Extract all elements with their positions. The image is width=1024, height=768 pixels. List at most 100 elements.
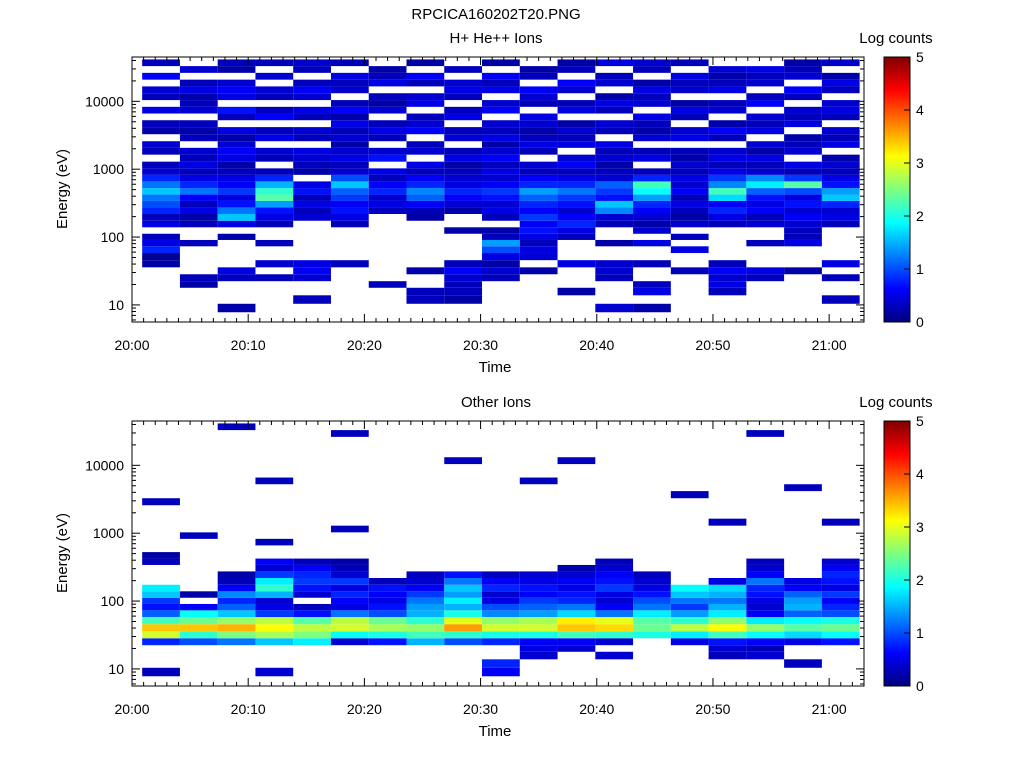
heatmap-cell <box>633 597 671 604</box>
heatmap-cell <box>444 603 483 611</box>
heatmap-cell <box>708 617 747 625</box>
heatmap-cell <box>746 603 785 611</box>
heatmap-cell <box>406 617 445 625</box>
heatmap-cell <box>217 161 256 169</box>
heatmap-cell <box>633 591 671 598</box>
heatmap-cell <box>293 154 331 162</box>
heatmap-cell <box>821 558 860 565</box>
heatmap-cell <box>330 59 369 67</box>
heatmap-cell <box>633 281 671 288</box>
heatmap-cell <box>633 66 671 73</box>
heatmap-cell <box>368 188 407 195</box>
heatmap-cell <box>293 578 331 585</box>
heatmap-cell <box>406 59 445 67</box>
heatmap-cell <box>368 591 407 598</box>
heatmap-cell <box>444 617 483 625</box>
heatmap-cell <box>708 214 747 221</box>
heatmap-cell <box>595 638 634 646</box>
heatmap-cell <box>482 667 520 677</box>
heatmap-cell <box>595 610 634 618</box>
heatmap-cell <box>595 631 634 639</box>
heatmap-cell <box>633 207 671 214</box>
heatmap-cell <box>633 168 671 175</box>
heatmap-cell <box>821 214 860 221</box>
heatmap-cell <box>746 267 785 275</box>
heatmap-cell <box>179 161 218 169</box>
heatmap-cell <box>142 638 180 646</box>
heatmap-cell <box>633 578 671 585</box>
heatmap-cell <box>746 66 785 73</box>
heatmap-cell <box>821 72 860 80</box>
heatmap-cell <box>482 188 520 195</box>
colorbar-gradient <box>883 420 911 687</box>
heatmap-cell <box>293 127 331 135</box>
heatmap-cell <box>708 147 747 155</box>
heatmap-cell <box>217 624 256 632</box>
heatmap-cell <box>821 274 860 282</box>
heatmap-cell <box>784 233 822 240</box>
heatmap-cell <box>821 220 860 228</box>
heatmap-cell <box>519 603 558 611</box>
heatmap-cell <box>482 260 520 268</box>
heatmap-cell <box>142 558 180 565</box>
heatmap-cell <box>482 597 520 604</box>
heatmap-cell <box>595 174 634 182</box>
heatmap-cell <box>519 93 558 101</box>
heatmap-cell <box>708 161 747 169</box>
heatmap-cell <box>784 86 822 94</box>
heatmap-cell <box>670 624 709 632</box>
x-tick-label: 20:50 <box>695 337 730 353</box>
heatmap-cell <box>595 603 634 611</box>
heatmap-cell <box>406 591 445 598</box>
heatmap-cell <box>255 113 294 121</box>
heatmap-cell <box>708 631 747 639</box>
heatmap-cell <box>330 147 369 155</box>
heatmap-cell <box>708 267 747 275</box>
heatmap-cell <box>482 86 520 94</box>
colorbar-tick-label: 1 <box>916 625 924 641</box>
heatmap-cell <box>633 113 671 121</box>
heatmap-cell <box>330 181 369 189</box>
heatmap-cell <box>255 220 294 228</box>
heatmap-cell <box>368 147 407 155</box>
heatmap-cell <box>482 194 520 201</box>
heatmap-cell <box>746 200 785 208</box>
heatmap-cell <box>633 617 671 625</box>
heatmap-cell <box>519 207 558 214</box>
heatmap-cell <box>708 200 747 208</box>
heatmap-cell <box>557 220 596 228</box>
heatmap-cell <box>142 161 180 169</box>
heatmap-cell <box>784 603 822 611</box>
heatmap-cell <box>482 161 520 169</box>
heatmap-cell <box>142 207 180 214</box>
heatmap-cell <box>330 525 369 533</box>
heatmap-cell <box>519 161 558 169</box>
heatmap-cell <box>368 66 407 73</box>
colorbar-tick-label: 3 <box>916 519 924 535</box>
heatmap-cell <box>444 181 483 189</box>
heatmap-cell <box>519 194 558 201</box>
heatmap-cell <box>330 597 369 604</box>
heatmap-cell <box>746 174 785 182</box>
heatmap-cell <box>179 134 218 142</box>
heatmap-cell <box>708 100 747 107</box>
heatmap-cell <box>368 617 407 625</box>
heatmap-cell <box>255 147 294 155</box>
heatmap-cell <box>633 147 671 155</box>
heatmap-cell <box>670 603 709 611</box>
heatmap-cell <box>519 631 558 639</box>
heatmap-cell <box>444 624 483 632</box>
heatmap-cell <box>142 194 180 201</box>
heatmap-cell <box>670 113 709 121</box>
heatmap-cell <box>406 141 445 148</box>
heatmap-cell <box>255 624 294 632</box>
heatmap-cell <box>519 100 558 107</box>
heatmap-cell <box>482 72 520 80</box>
heatmap-cell <box>406 624 445 632</box>
heatmap-cell <box>293 267 331 275</box>
heatmap-cell <box>406 79 445 87</box>
heatmap-cell <box>746 113 785 121</box>
heatmap-cell <box>142 584 180 592</box>
heatmap-cell <box>557 597 596 604</box>
heatmap-cell <box>519 239 558 247</box>
